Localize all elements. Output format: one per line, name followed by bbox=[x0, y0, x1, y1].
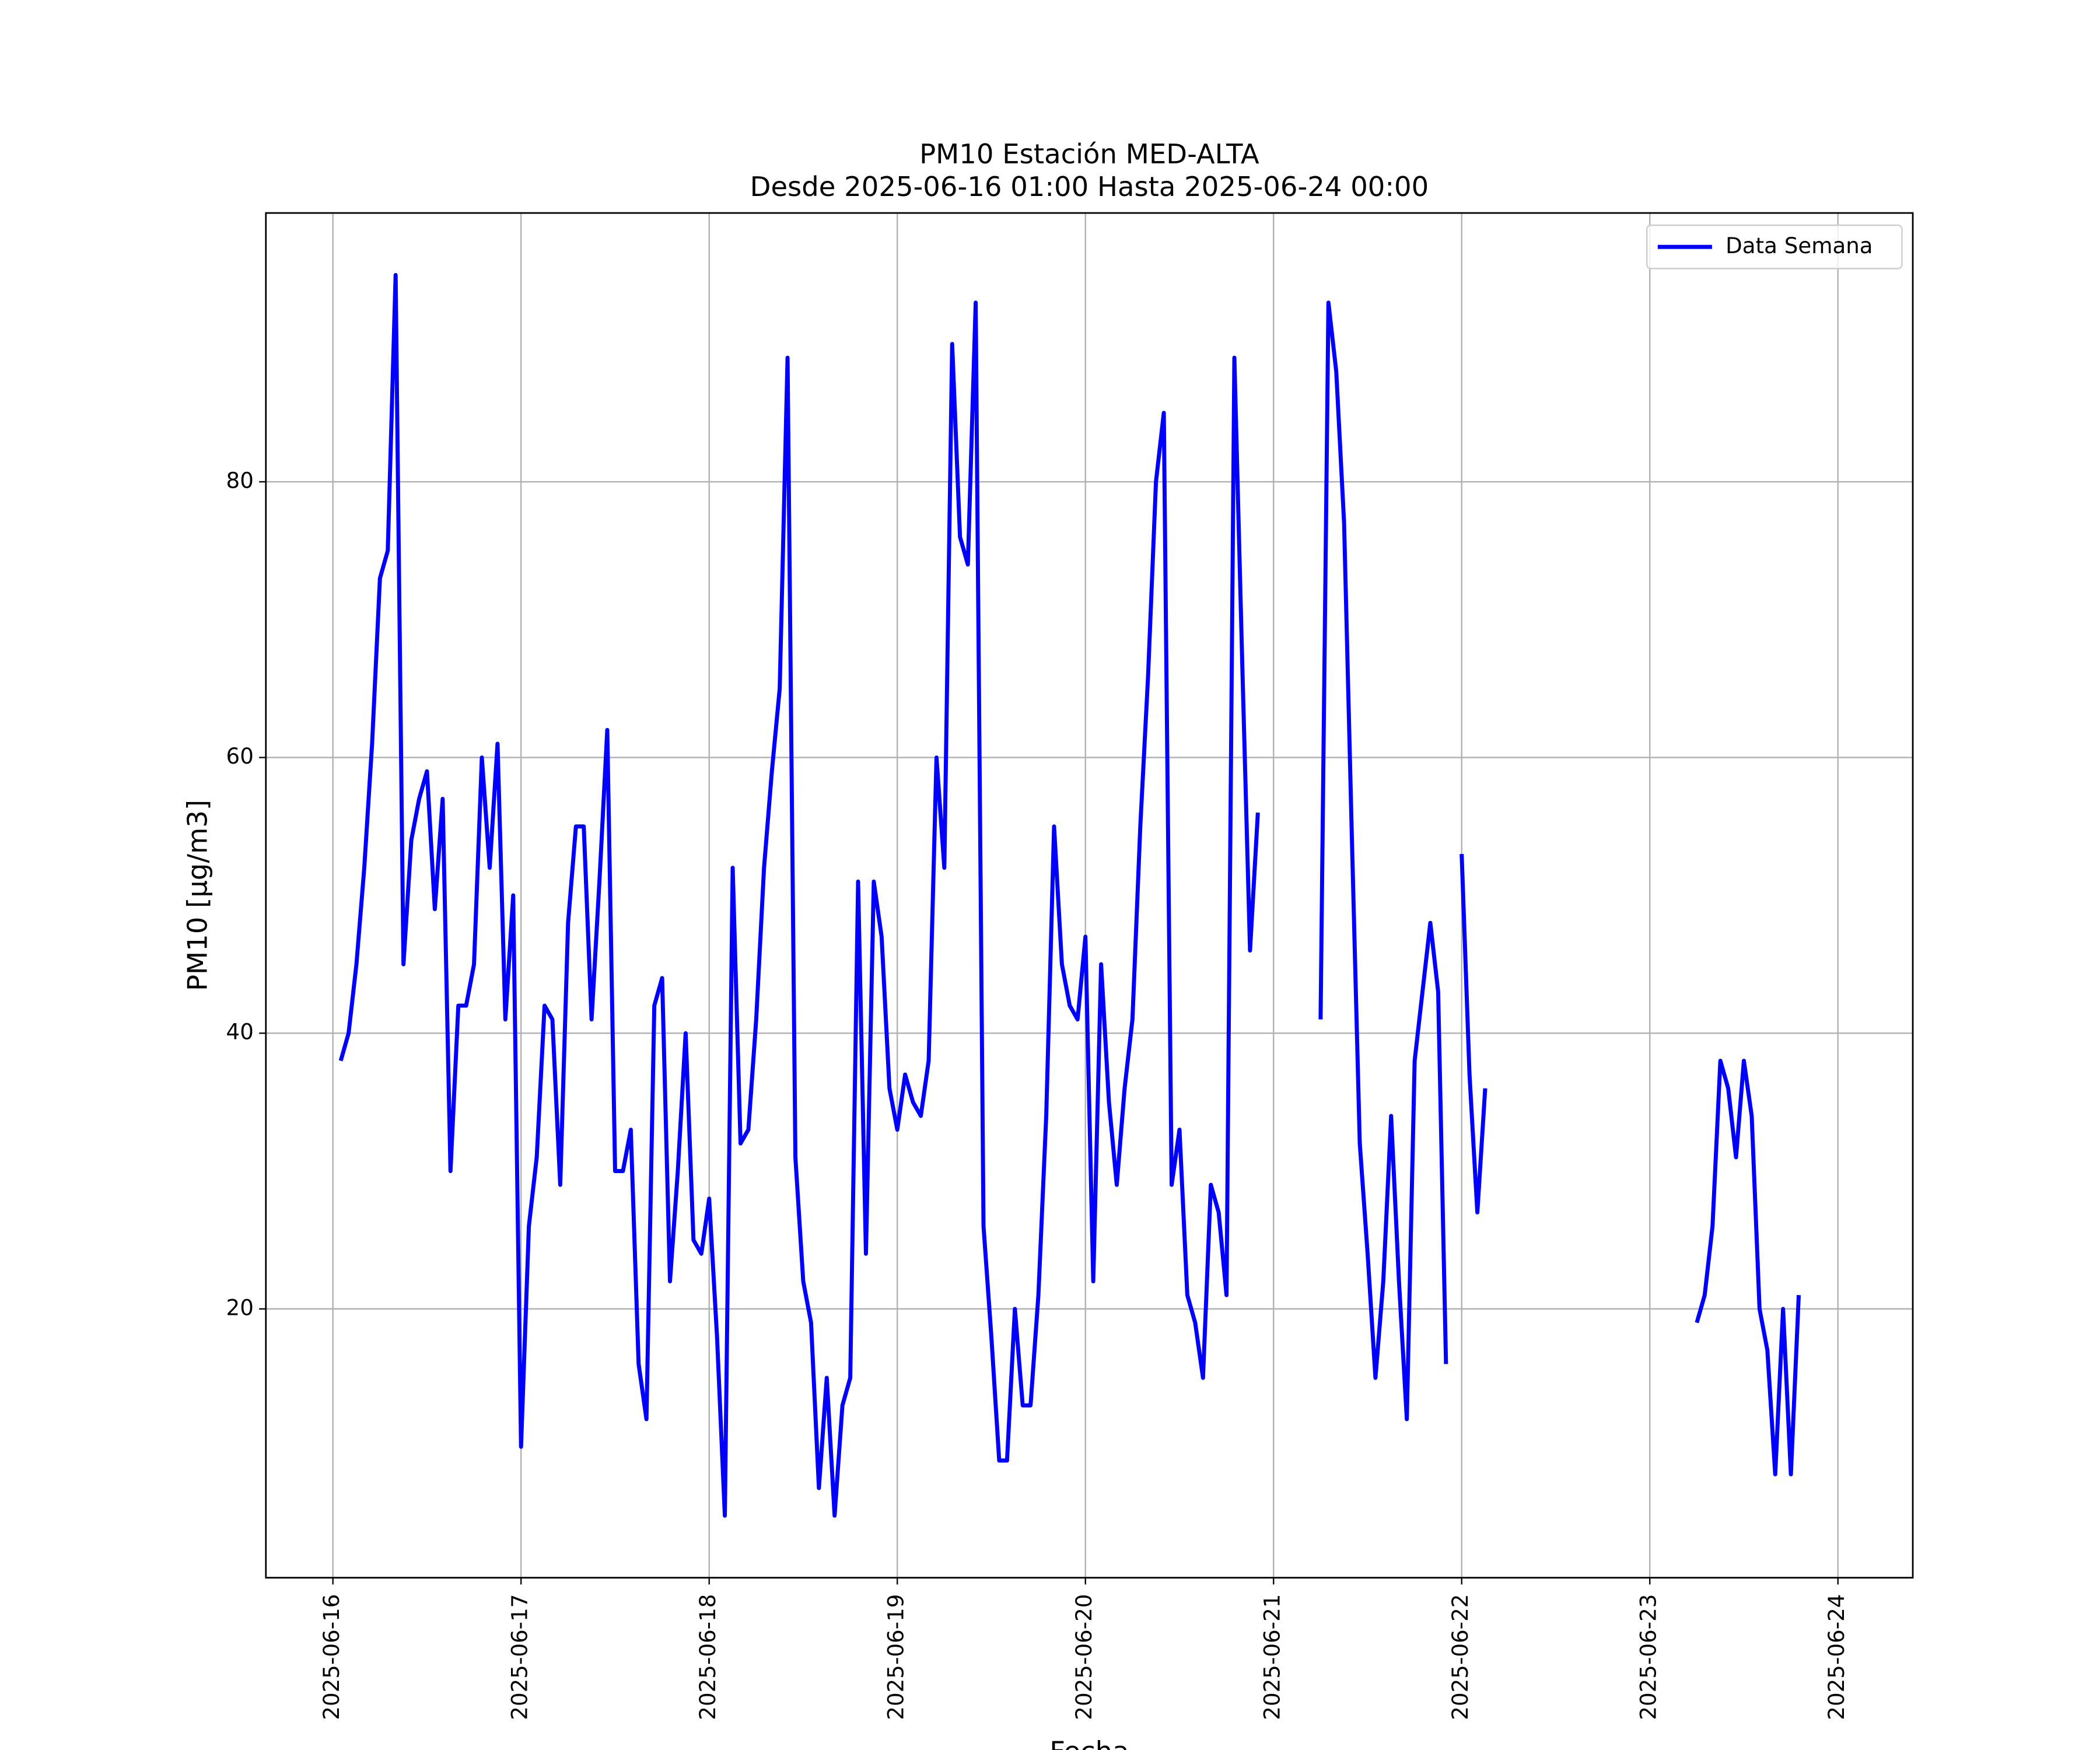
y-tick-label: 60 bbox=[226, 743, 254, 769]
y-tick-label: 20 bbox=[226, 1294, 254, 1320]
legend-box bbox=[1646, 224, 1903, 270]
chart-title: PM10 Estación MED-ALTA bbox=[919, 138, 1259, 170]
x-tick-label: 2025-06-17 bbox=[507, 1594, 533, 1720]
chart-subtitle: Desde 2025-06-16 01:00 Hasta 2025-06-24 … bbox=[750, 171, 1429, 202]
x-tick-label: 2025-06-19 bbox=[883, 1594, 909, 1720]
x-tick-label: 2025-06-23 bbox=[1636, 1594, 1661, 1720]
legend-label: Data Semana bbox=[1726, 233, 1873, 258]
x-tick-label: 2025-06-18 bbox=[695, 1594, 720, 1720]
x-tick-label: 2025-06-20 bbox=[1071, 1594, 1097, 1720]
y-tick-label: 80 bbox=[226, 467, 254, 493]
x-axis-label: Fecha bbox=[1049, 1736, 1129, 1750]
x-tick-label: 2025-06-24 bbox=[1824, 1594, 1849, 1720]
data-line bbox=[338, 272, 1801, 1518]
x-tick-label: 2025-06-16 bbox=[318, 1594, 344, 1720]
x-tick-label: 2025-06-22 bbox=[1447, 1594, 1473, 1720]
x-tick-label: 2025-06-21 bbox=[1259, 1594, 1285, 1720]
y-tick-label: 40 bbox=[226, 1019, 254, 1045]
plot-frame bbox=[265, 212, 1914, 1579]
y-axis-label: PM10 [μg/m3] bbox=[181, 800, 213, 991]
